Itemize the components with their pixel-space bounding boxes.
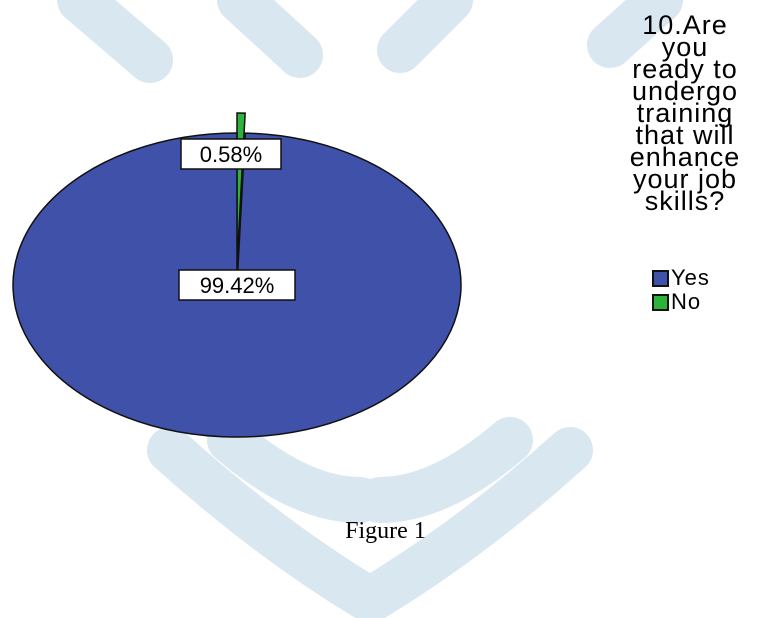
legend-title-line: skills?	[644, 186, 726, 216]
legend-swatch-no	[652, 293, 669, 311]
data-label-box	[178, 269, 296, 301]
legend-label-yes: Yes	[671, 265, 710, 290]
legend-title-line: your job	[632, 164, 738, 194]
legend-swatch-yes	[652, 269, 669, 287]
legend-title-line: 10.Are	[642, 10, 728, 40]
legend-title-line: undergo	[631, 76, 739, 106]
legend-item-yes: Yes	[652, 265, 710, 290]
legend-title-line: enhance	[629, 142, 741, 172]
data-label-text: 0.58%	[200, 142, 262, 167]
figure-caption: Figure 1	[345, 518, 426, 544]
data-label-box	[180, 138, 282, 170]
legend-title: 10.Are you ready to undergo training that wil…	[600, 10, 770, 216]
data-label-text: 99.42%	[200, 273, 275, 298]
legend-title-line: ready to	[632, 54, 738, 84]
legend-title-line: you	[661, 32, 709, 62]
legend-item-no: No	[652, 289, 710, 314]
data-label-yes: 99.42%	[178, 269, 296, 301]
data-label-no: 0.58%	[180, 138, 282, 170]
chart-legend: Yes No	[652, 265, 710, 314]
legend-label-no: No	[671, 289, 702, 314]
legend-title-line: training	[636, 98, 734, 128]
legend-title-line: that will	[635, 120, 735, 150]
